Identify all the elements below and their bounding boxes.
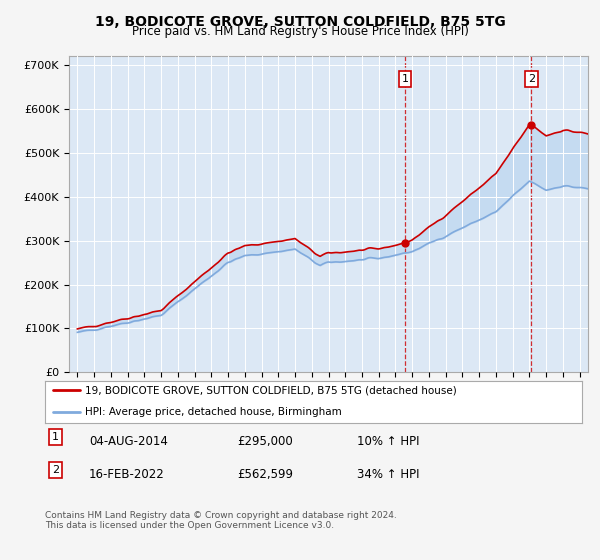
Text: 1: 1 xyxy=(401,74,409,84)
Text: 16-FEB-2022: 16-FEB-2022 xyxy=(89,468,164,480)
Text: 04-AUG-2014: 04-AUG-2014 xyxy=(89,435,167,448)
Text: HPI: Average price, detached house, Birmingham: HPI: Average price, detached house, Birm… xyxy=(85,407,342,417)
Text: £562,599: £562,599 xyxy=(237,468,293,480)
Text: Price paid vs. HM Land Registry's House Price Index (HPI): Price paid vs. HM Land Registry's House … xyxy=(131,25,469,38)
Text: Contains HM Land Registry data © Crown copyright and database right 2024.
This d: Contains HM Land Registry data © Crown c… xyxy=(45,511,397,530)
Text: 2: 2 xyxy=(52,465,59,475)
Text: 19, BODICOTE GROVE, SUTTON COLDFIELD, B75 5TG: 19, BODICOTE GROVE, SUTTON COLDFIELD, B7… xyxy=(95,15,505,29)
Text: £295,000: £295,000 xyxy=(237,435,293,448)
Text: 1: 1 xyxy=(52,432,59,442)
Text: 19, BODICOTE GROVE, SUTTON COLDFIELD, B75 5TG (detached house): 19, BODICOTE GROVE, SUTTON COLDFIELD, B7… xyxy=(85,385,457,395)
Text: 2: 2 xyxy=(528,74,535,84)
Text: 10% ↑ HPI: 10% ↑ HPI xyxy=(357,435,419,448)
Text: 34% ↑ HPI: 34% ↑ HPI xyxy=(357,468,419,480)
